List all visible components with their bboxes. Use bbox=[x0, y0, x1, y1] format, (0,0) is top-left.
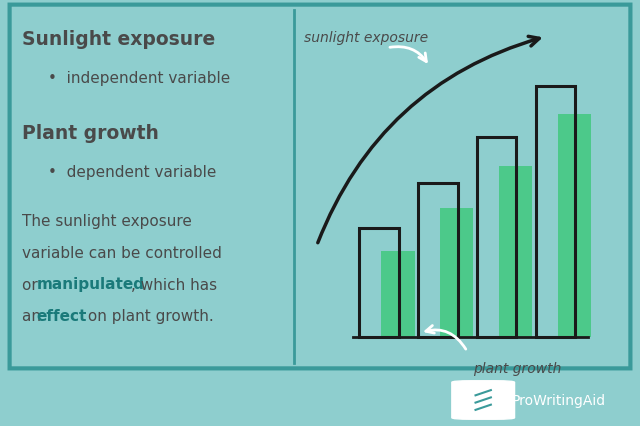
Text: •  dependent variable: • dependent variable bbox=[48, 164, 216, 180]
Text: ProWritingAid: ProWritingAid bbox=[512, 393, 606, 407]
Text: plant growth: plant growth bbox=[474, 361, 562, 375]
Bar bbox=[440, 209, 474, 337]
Text: sunlight exposure: sunlight exposure bbox=[304, 31, 428, 45]
Text: •  independent variable: • independent variable bbox=[48, 71, 230, 86]
Text: Plant growth: Plant growth bbox=[22, 124, 159, 142]
Text: , which has: , which has bbox=[131, 277, 218, 292]
Bar bbox=[536, 86, 575, 337]
Bar bbox=[557, 115, 591, 337]
Text: manipulated: manipulated bbox=[36, 277, 145, 292]
Text: effect: effect bbox=[36, 309, 87, 324]
Text: or: or bbox=[22, 277, 43, 292]
Bar bbox=[381, 251, 415, 337]
Bar bbox=[359, 229, 399, 337]
Text: an: an bbox=[22, 309, 46, 324]
Bar bbox=[477, 138, 516, 337]
Text: Sunlight exposure: Sunlight exposure bbox=[22, 30, 216, 49]
Text: The sunlight exposure: The sunlight exposure bbox=[22, 213, 192, 228]
FancyBboxPatch shape bbox=[452, 381, 515, 419]
Text: variable can be controlled: variable can be controlled bbox=[22, 245, 222, 260]
Text: on plant growth.: on plant growth. bbox=[83, 309, 213, 324]
Bar bbox=[418, 183, 458, 337]
Bar bbox=[499, 166, 532, 337]
